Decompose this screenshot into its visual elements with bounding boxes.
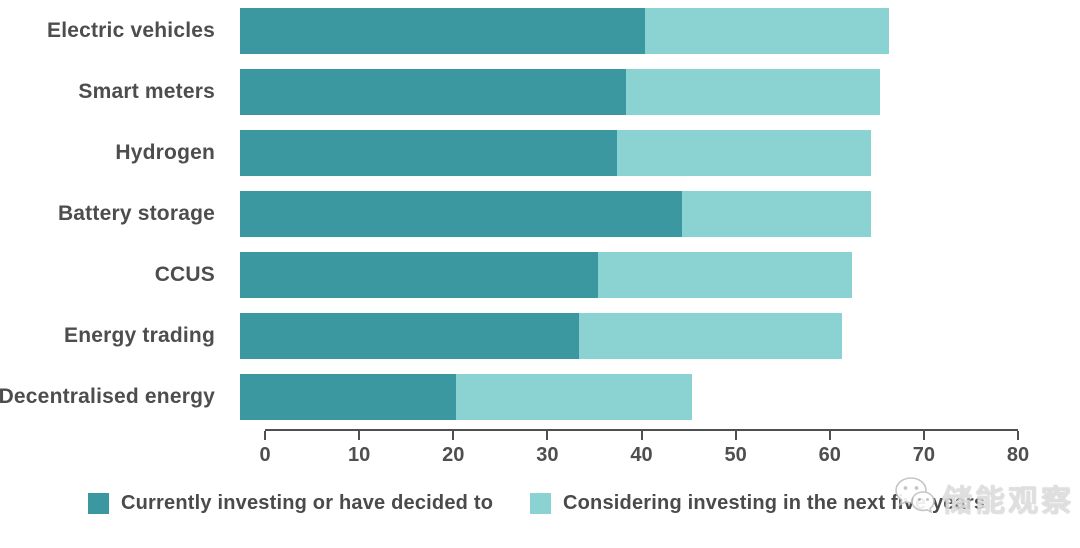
x-axis-tick — [264, 431, 266, 440]
legend-label-currently: Currently investing or have decided to — [121, 492, 494, 514]
bar-segment-considering — [456, 374, 692, 420]
bar-segment-currently — [240, 69, 626, 115]
x-axis-tick-label: 10 — [348, 444, 371, 466]
x-axis-tick — [734, 431, 737, 440]
legend-swatch-considering-icon — [530, 493, 551, 514]
bar-segment-currently — [240, 374, 457, 420]
x-axis-tick-label: 30 — [536, 444, 559, 466]
bar-row: Battery storage — [0, 191, 1020, 237]
bar-segment-currently — [240, 130, 617, 176]
bar-segment-considering — [625, 69, 881, 115]
bar-track — [240, 191, 993, 237]
x-axis-tick — [546, 431, 549, 440]
bar-segment-considering — [616, 130, 871, 176]
category-label: Energy trading — [64, 324, 215, 347]
bar-segment-considering — [682, 191, 871, 237]
x-axis: 0 10 20 30 40 50 60 70 80 — [259, 429, 1029, 476]
bar-track — [240, 69, 993, 115]
bar-row: Smart meters — [0, 69, 1020, 115]
bar-segment-currently — [240, 313, 579, 359]
legend-item-currently: Currently investing or have decided to — [88, 492, 493, 515]
legend-item-considering: Considering investing in the next five y… — [530, 492, 985, 515]
category-label: Smart meters — [78, 80, 215, 103]
bar-segment-currently — [240, 252, 598, 298]
x-axis-tick — [1017, 431, 1019, 440]
category-label: Decentralised energy — [0, 385, 215, 408]
bar-row: Hydrogen — [0, 130, 1020, 176]
bar-segment-currently — [240, 8, 645, 54]
x-axis-tick-label: 20 — [442, 444, 465, 466]
bar-row: CCUS — [0, 252, 1020, 298]
bar-track — [240, 374, 993, 420]
x-axis-tick-label: 80 — [1006, 444, 1030, 466]
bar-rows: Electric vehicles Smart meters Hydrogen Bat… — [0, 8, 1020, 435]
bar-row: Electric vehicles — [0, 8, 1020, 54]
x-axis-tick — [640, 431, 643, 440]
bar-segment-considering — [578, 313, 843, 359]
x-axis-tick — [452, 431, 455, 440]
category-label: Hydrogen — [115, 141, 215, 164]
category-label: CCUS — [154, 263, 215, 286]
category-label: Electric vehicles — [46, 19, 215, 42]
x-axis-tick — [828, 431, 831, 440]
x-axis-tick-label: 50 — [724, 444, 747, 466]
x-axis-tick-label: 0 — [259, 444, 271, 466]
bar-row: Energy trading — [0, 313, 1020, 359]
x-axis-tick-label: 60 — [818, 444, 841, 466]
x-axis-tick-label: 40 — [630, 444, 653, 466]
bar-track — [240, 313, 993, 359]
bar-track — [240, 252, 993, 298]
x-axis-tick-label: 70 — [912, 444, 935, 466]
x-axis-tick — [922, 431, 925, 440]
bar-row: Decentralised energy — [0, 374, 1020, 420]
x-axis-tick — [358, 431, 361, 440]
bar-segment-currently — [240, 191, 683, 237]
bar-track — [240, 130, 993, 176]
bar-segment-considering — [644, 8, 890, 54]
bar-segment-considering — [597, 252, 852, 298]
legend-label-considering: Considering investing in the next five y… — [563, 492, 986, 514]
bar-track — [240, 8, 993, 54]
legend-swatch-currently-icon — [88, 493, 109, 514]
category-label: Battery storage — [57, 202, 215, 225]
